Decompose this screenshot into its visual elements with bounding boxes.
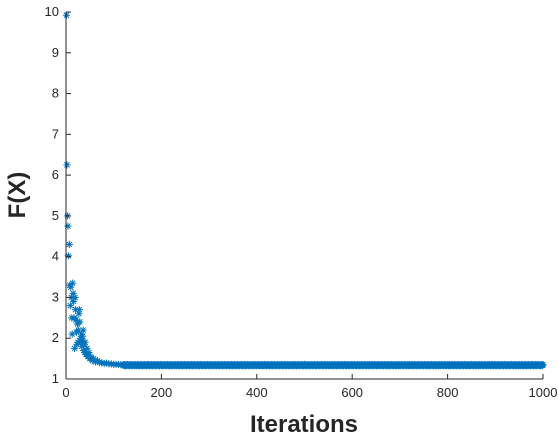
y-tick-label: 5 xyxy=(52,208,59,223)
x-axis-ticks: 0 200 400 600 800 1000 xyxy=(62,374,557,400)
data-point xyxy=(64,222,72,230)
x-tick-label: 200 xyxy=(151,385,173,400)
y-tick-label: 2 xyxy=(52,330,59,345)
data-point xyxy=(63,161,71,169)
y-tick-label: 6 xyxy=(52,167,59,182)
data-point xyxy=(69,279,77,287)
data-point xyxy=(66,302,74,310)
y-tick-label: 10 xyxy=(45,4,59,19)
data-point xyxy=(79,332,87,340)
data-point xyxy=(79,326,87,334)
data-point xyxy=(75,306,83,314)
data-point xyxy=(70,344,79,353)
y-tick-label: 4 xyxy=(52,249,59,264)
x-tick-label: 800 xyxy=(437,385,459,400)
y-tick-label: 7 xyxy=(52,126,59,141)
x-tick-label: 400 xyxy=(246,385,268,400)
data-point xyxy=(65,240,73,249)
x-axis-title: Iterations xyxy=(250,411,358,438)
data-point xyxy=(539,361,547,369)
data-point xyxy=(71,293,79,302)
data-point xyxy=(81,338,89,346)
y-tick-label: 1 xyxy=(52,371,59,386)
data-markers xyxy=(62,11,547,370)
y-axis-title: F(X) xyxy=(4,172,31,219)
y-tick-label: 8 xyxy=(52,86,59,101)
y-tick-label: 3 xyxy=(52,289,59,304)
y-axis-ticks: 1 2 3 4 5 6 7 8 9 10 xyxy=(45,4,71,386)
x-tick-label: 1000 xyxy=(529,385,558,400)
x-tick-label: 600 xyxy=(341,385,363,400)
x-tick-label: 0 xyxy=(62,385,69,400)
data-point xyxy=(76,318,84,326)
y-tick-label: 9 xyxy=(52,45,59,60)
